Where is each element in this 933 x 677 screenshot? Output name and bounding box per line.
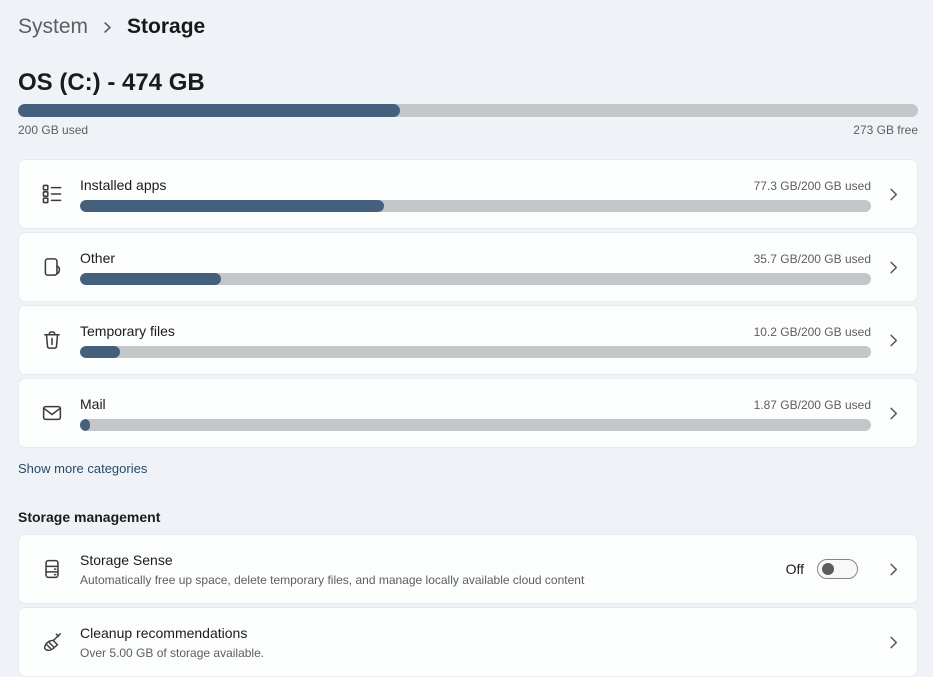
chevron-right-icon	[886, 635, 901, 650]
category-card-other[interactable]: Other 35.7 GB/200 GB used	[18, 232, 918, 302]
cleanup-description: Over 5.00 GB of storage available.	[80, 645, 265, 660]
category-name: Temporary files	[80, 322, 175, 339]
breadcrumb: System Storage	[18, 13, 918, 40]
show-more-categories-link[interactable]: Show more categories	[18, 461, 148, 476]
category-usage-bar	[80, 418, 871, 431]
category-name: Mail	[80, 395, 106, 412]
storage-sense-card[interactable]: Storage Sense Automatically free up spac…	[18, 534, 918, 604]
category-body: Other 35.7 GB/200 GB used	[80, 250, 871, 285]
category-usage-bar	[80, 272, 871, 285]
storage-sense-toggle[interactable]	[817, 559, 858, 579]
storage-management-header: Storage management	[18, 509, 161, 525]
storage-sense-description: Automatically free up space, delete temp…	[80, 572, 585, 587]
trash-icon	[41, 329, 63, 351]
chevron-right-icon	[886, 187, 901, 202]
category-usage-bar-fill	[80, 345, 120, 358]
storage-sense-text: Storage Sense Automatically free up spac…	[80, 552, 786, 587]
category-usage-bar	[80, 345, 871, 358]
toggle-knob	[822, 563, 834, 575]
category-usage: 10.2 GB/200 GB used	[753, 324, 871, 339]
storage-sense-toggle-area: Off	[786, 559, 901, 579]
category-usage-bar-fill	[80, 199, 384, 212]
breadcrumb-system[interactable]: System	[18, 15, 89, 38]
chevron-right-icon	[886, 406, 901, 421]
category-usage-bar-fill	[80, 418, 90, 431]
mail-icon	[41, 402, 63, 424]
category-usage: 77.3 GB/200 GB used	[753, 178, 871, 193]
category-body: Temporary files 10.2 GB/200 GB used	[80, 323, 871, 358]
category-usage-bar	[80, 199, 871, 212]
cleanup-recommendations-card[interactable]: Cleanup recommendations Over 5.00 GB of …	[18, 607, 918, 677]
category-usage: 35.7 GB/200 GB used	[753, 251, 871, 266]
category-name: Other	[80, 249, 116, 266]
cleanup-title: Cleanup recommendations	[80, 624, 248, 641]
page-title: Storage	[127, 15, 206, 38]
category-usage: 1.87 GB/200 GB used	[753, 397, 871, 412]
category-list: Installed apps 77.3 GB/200 GB used	[18, 159, 918, 448]
storage-sense-icon	[41, 558, 63, 580]
used-label: 200 GB used	[18, 123, 89, 137]
broom-icon	[41, 631, 63, 653]
chevron-right-icon	[886, 562, 901, 577]
storage-management-list: Storage Sense Automatically free up spac…	[18, 534, 918, 677]
drive-usage-bar	[18, 104, 918, 117]
chevron-right-icon	[886, 333, 901, 348]
chevron-right-icon	[886, 260, 901, 275]
category-usage-bar-fill	[80, 272, 221, 285]
breadcrumb-chevron-icon	[101, 21, 114, 34]
category-card-mail[interactable]: Mail 1.87 GB/200 GB used	[18, 378, 918, 448]
category-body: Installed apps 77.3 GB/200 GB used	[80, 177, 871, 212]
other-files-icon	[41, 256, 63, 278]
category-name: Installed apps	[80, 176, 167, 193]
drive-usage-labels: 200 GB used 273 GB free	[18, 123, 918, 137]
drive-usage-bar-fill	[18, 104, 400, 117]
free-label: 273 GB free	[853, 123, 918, 137]
category-card-installed-apps[interactable]: Installed apps 77.3 GB/200 GB used	[18, 159, 918, 229]
toggle-state-label: Off	[785, 561, 804, 577]
installed-apps-icon	[41, 183, 63, 205]
cleanup-text: Cleanup recommendations Over 5.00 GB of …	[80, 625, 871, 660]
drive-title: OS (C:) - 474 GB	[18, 69, 205, 96]
category-body: Mail 1.87 GB/200 GB used	[80, 396, 871, 431]
category-card-temporary-files[interactable]: Temporary files 10.2 GB/200 GB used	[18, 305, 918, 375]
storage-sense-title: Storage Sense	[80, 551, 173, 568]
